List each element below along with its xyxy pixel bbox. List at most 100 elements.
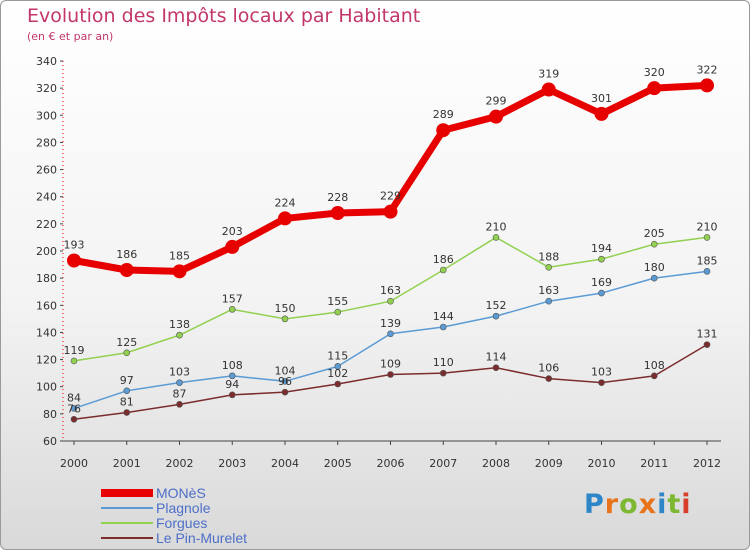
chart-subtitle: (en € et par an) [27, 30, 114, 43]
data-point [387, 297, 394, 305]
data-point [541, 82, 556, 97]
y-tick-label: 80 [43, 408, 57, 421]
data-point [492, 234, 500, 241]
data-point [703, 341, 711, 348]
series-plagnole [70, 268, 711, 412]
data-label: 115 [327, 349, 348, 362]
data-point [228, 372, 236, 380]
data-label: 319 [538, 68, 559, 81]
data-label: 114 [486, 351, 507, 364]
y-tick-label: 340 [36, 55, 57, 68]
data-point [598, 289, 605, 297]
data-point [439, 369, 447, 377]
data-point [545, 375, 553, 382]
data-point [123, 349, 131, 357]
data-label: 108 [222, 359, 243, 372]
data-point [119, 263, 134, 277]
logo-letter: t [667, 489, 682, 520]
data-point [281, 315, 289, 323]
logo-letter: r [604, 489, 620, 520]
series-line [73, 343, 708, 421]
data-label: 185 [169, 249, 190, 262]
data-point [489, 109, 503, 124]
y-tick-label: 200 [36, 245, 57, 258]
y-tick-label: 300 [36, 109, 57, 122]
data-point [650, 240, 658, 248]
data-label: 194 [591, 242, 612, 255]
data-label: 210 [486, 220, 507, 233]
data-point [387, 330, 394, 338]
logo-letter: i [657, 489, 668, 520]
data-label: 155 [327, 295, 348, 308]
data-label: 210 [697, 220, 718, 233]
data-label: 150 [275, 302, 296, 315]
data-label: 110 [433, 356, 454, 369]
data-label: 205 [644, 227, 665, 240]
data-label: 203 [222, 225, 243, 238]
data-label: 87 [173, 387, 187, 400]
data-point [545, 263, 553, 271]
data-label: 186 [116, 248, 137, 261]
data-point [647, 81, 662, 96]
y-tick-label: 120 [36, 354, 57, 367]
data-point [228, 391, 236, 399]
x-tick-label: 2005 [324, 457, 352, 470]
data-label: 163 [380, 284, 401, 297]
proxiti-logo: Proxiti [584, 489, 692, 520]
data-point [492, 312, 500, 320]
data-point [281, 377, 289, 385]
data-point [383, 204, 398, 219]
x-tick-label: 2001 [113, 457, 141, 470]
data-label: 228 [327, 191, 348, 204]
x-tick-label: 2002 [166, 457, 194, 470]
x-tick-label: 2012 [693, 457, 721, 470]
data-point [67, 253, 81, 268]
y-tick-label: 260 [36, 164, 57, 177]
data-label: 224 [275, 196, 296, 209]
data-label: 299 [486, 95, 507, 108]
x-tick-label: 2003 [218, 457, 246, 470]
y-tick-label: 320 [36, 82, 57, 95]
series-line [73, 81, 708, 275]
y-tick-label: 100 [36, 381, 57, 394]
data-label: 102 [327, 367, 348, 380]
data-point [703, 234, 711, 241]
x-tick-label: 2004 [271, 457, 299, 470]
logo-letter: o [619, 489, 639, 520]
data-label: 76 [67, 402, 81, 415]
data-point [334, 308, 342, 316]
data-label: 103 [591, 366, 612, 379]
data-point [172, 264, 187, 279]
data-label: 139 [380, 317, 401, 330]
data-label: 169 [591, 276, 612, 289]
data-label: 188 [538, 250, 559, 263]
data-label: 109 [380, 358, 401, 371]
data-label: 119 [64, 344, 85, 357]
data-point [436, 123, 451, 138]
data-point [650, 274, 658, 282]
data-point [439, 323, 447, 331]
data-label: 229 [380, 190, 401, 203]
data-label: 81 [120, 396, 134, 409]
y-tick-label: 60 [43, 435, 57, 448]
series-le-pin-murelet [70, 341, 711, 423]
data-label: 322 [697, 63, 718, 76]
data-label: 180 [644, 261, 665, 274]
data-label: 152 [486, 299, 507, 312]
data-point [650, 372, 658, 380]
data-label: 138 [169, 318, 190, 331]
y-tick-label: 140 [36, 326, 57, 339]
data-label: 103 [169, 366, 190, 379]
legend-label: Forgues [156, 515, 207, 531]
data-label: 301 [591, 92, 612, 105]
data-point [176, 379, 183, 386]
data-point [334, 380, 342, 388]
data-label: 84 [67, 391, 81, 404]
x-tick-label: 2009 [535, 457, 563, 470]
chart-title: Evolution des Impôts locaux par Habitant [27, 5, 421, 27]
data-point [439, 266, 447, 274]
series-forgues [70, 234, 711, 365]
data-label: 108 [644, 359, 665, 372]
